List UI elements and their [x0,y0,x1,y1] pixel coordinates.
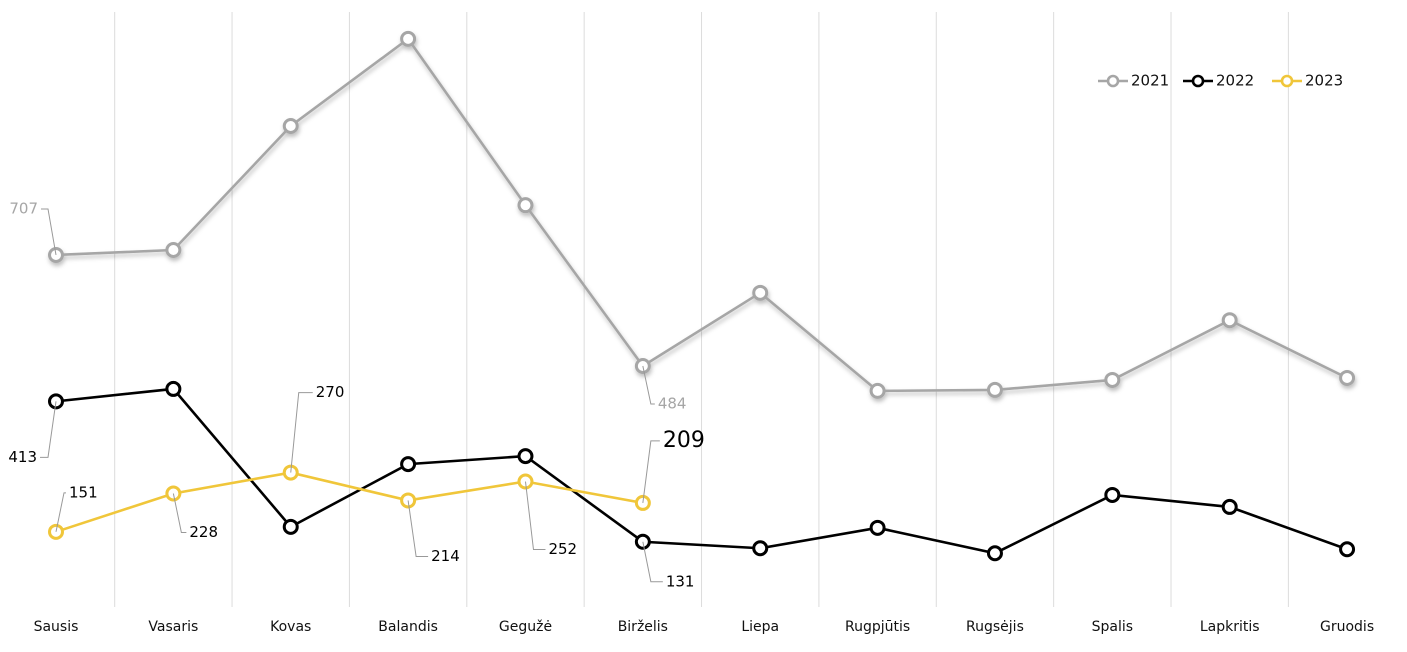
point [752,540,769,557]
series [48,380,1356,562]
legend-item: 2022 [1183,72,1254,90]
x-tick-label: Kovas [270,619,311,635]
leader-line [642,365,655,405]
point [400,30,417,47]
point [1339,541,1356,558]
x-tick-label: Vasaris [148,619,198,635]
point [165,241,182,258]
data-label: 484 [658,395,687,413]
data-label: 413 [8,448,37,466]
x-tick-label: Birželis [618,619,668,635]
x-tick-label: Rugsėjis [966,619,1024,635]
leader-line [41,208,57,256]
point [1104,371,1121,388]
point [752,284,769,301]
legend-marker [1106,74,1120,88]
x-tick-label: Rugpjūtis [845,619,910,635]
leader-line [290,392,313,473]
x-tick-label: Liepa [741,619,779,635]
leader-line [172,493,187,533]
data-label: 209 [663,428,705,453]
legend-label: 2023 [1305,72,1343,90]
x-tick-label: Lapkritis [1200,619,1260,635]
point [517,197,534,214]
point [1221,312,1238,329]
point [986,545,1003,562]
leader-line [524,481,546,551]
point [986,381,1003,398]
legend-label: 2021 [1131,72,1169,90]
point [282,118,299,135]
x-tick-label: Spalis [1092,619,1133,635]
data-label: 270 [316,383,345,401]
legend-marker [1280,74,1294,88]
point [282,518,299,535]
x-tick-label: Balandis [378,619,438,635]
data-label: 151 [69,483,98,501]
point [517,448,534,465]
point [1221,498,1238,515]
data-label: 214 [431,547,460,565]
data-label: 707 [9,199,38,217]
legend-marker [1191,74,1205,88]
leader-line [407,500,429,557]
point [869,382,886,399]
series-line [55,387,1348,555]
data-label: 252 [548,540,577,558]
x-tick-label: Gegužė [499,619,552,635]
series [48,30,1356,399]
point [400,456,417,473]
point [1104,486,1121,503]
legend-item: 2021 [1098,72,1169,90]
series-line [55,37,1348,393]
legend-item: 2023 [1272,72,1343,90]
series-line [55,471,644,534]
leader-line [40,401,57,458]
leader-line [55,492,66,532]
x-tick-label: Gruodis [1320,619,1374,635]
legend-label: 2022 [1216,72,1254,90]
leader-line [642,541,663,583]
point [165,380,182,397]
leader-line [642,440,660,503]
point [1339,369,1356,386]
data-label: 228 [189,523,218,541]
data-label: 131 [666,572,695,590]
point [869,519,886,536]
x-tick-label: Sausis [34,619,79,635]
